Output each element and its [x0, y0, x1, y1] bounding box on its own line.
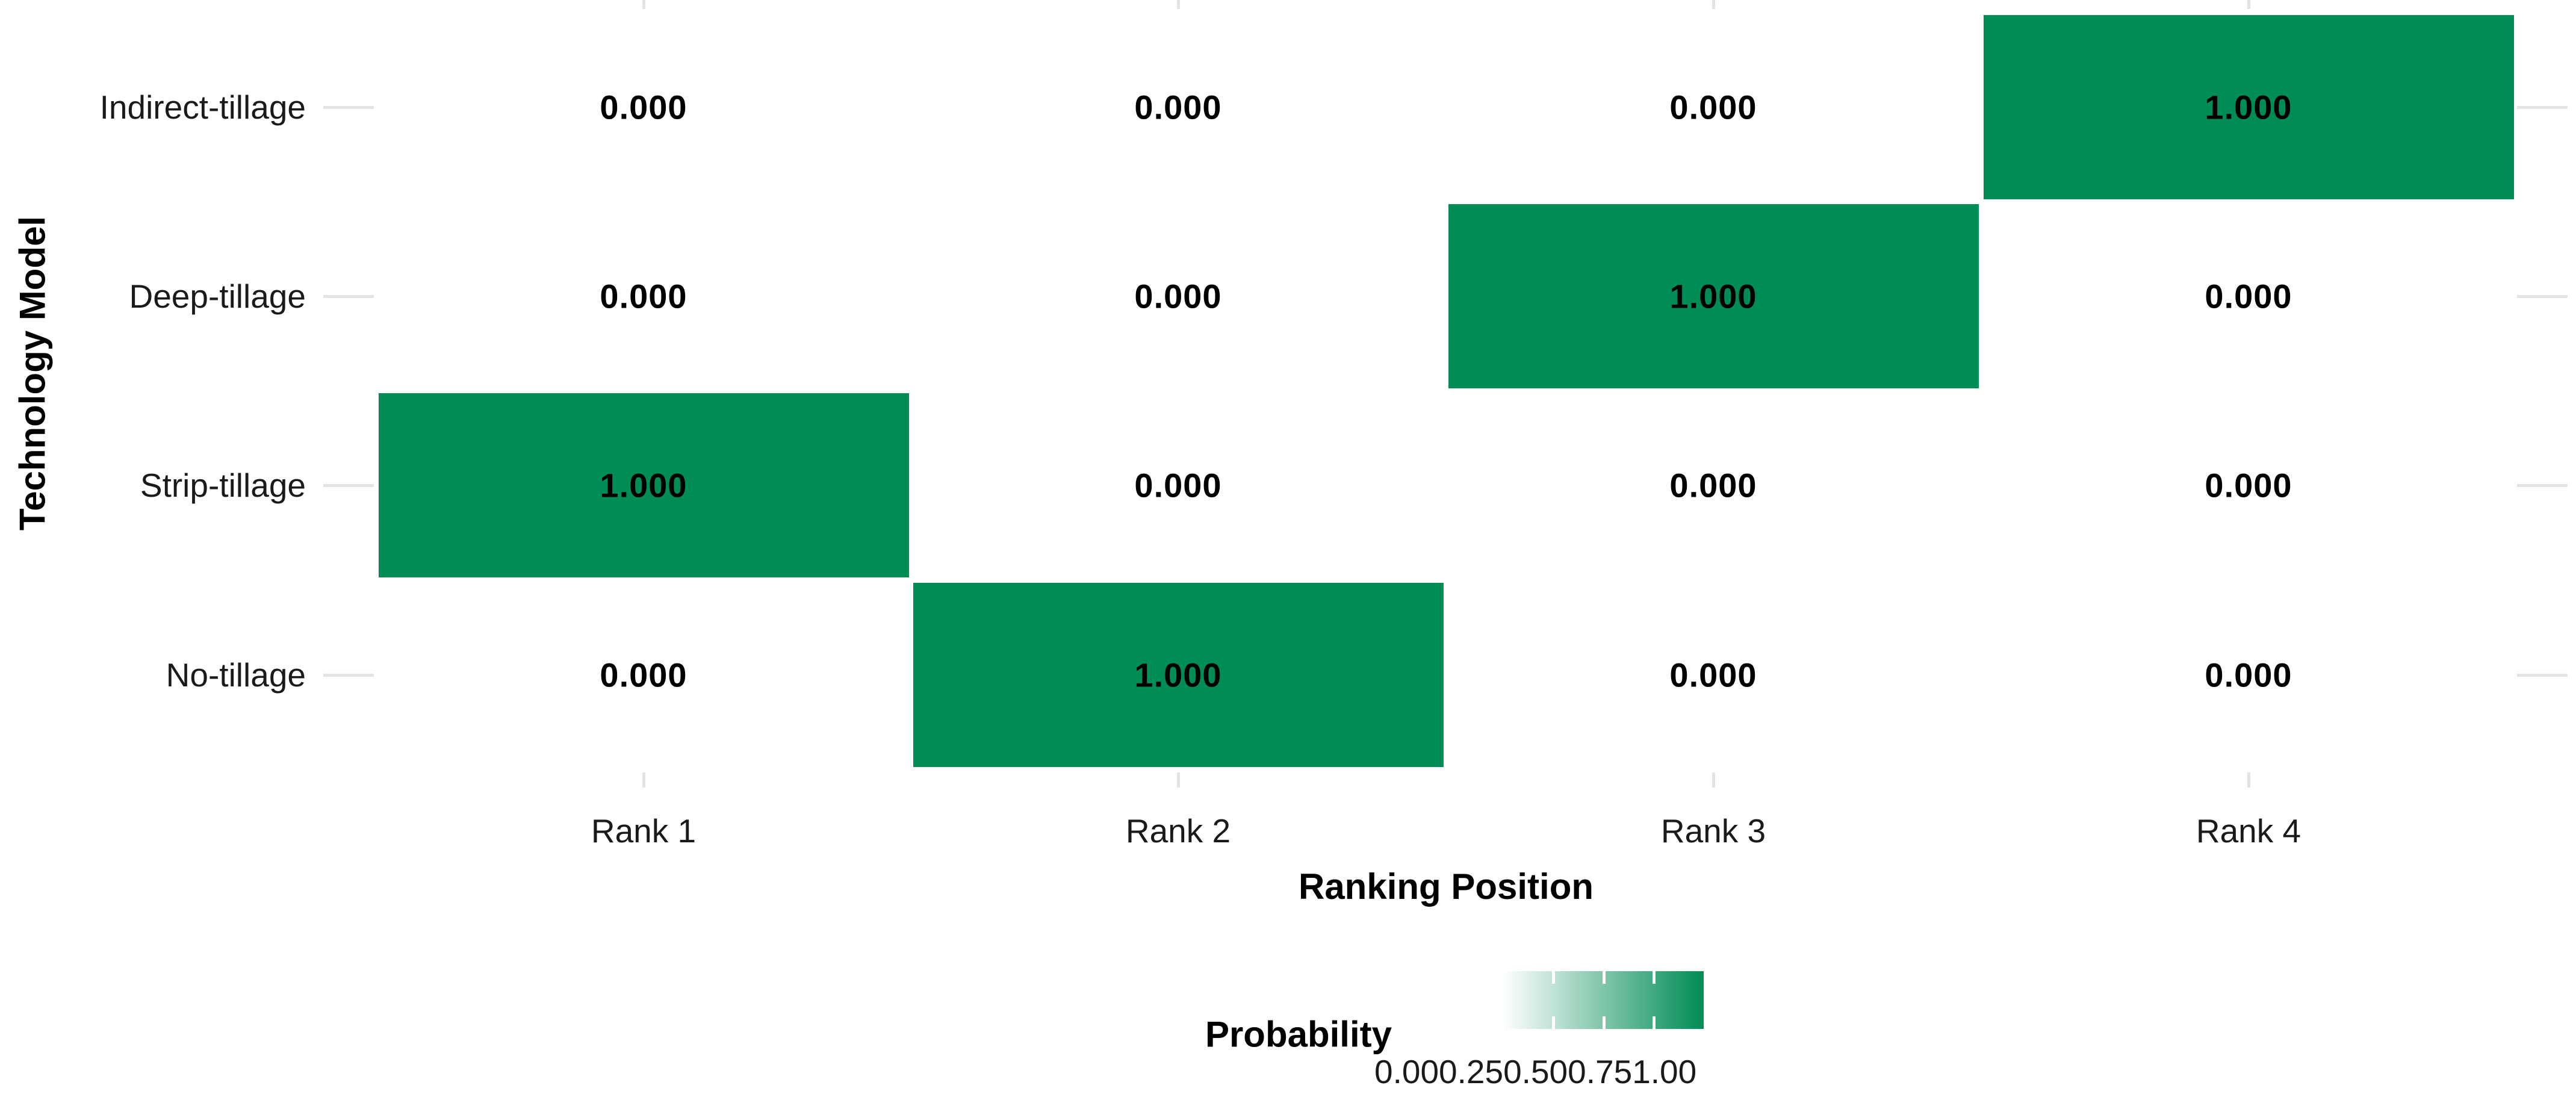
heatmap-cell	[1983, 393, 2514, 577]
legend-tick-label: 0.50	[1503, 1053, 1568, 1090]
heatmap-cell	[1448, 204, 1979, 388]
legend-bar-tick	[1602, 1016, 1606, 1029]
y-axis-tick-left	[323, 483, 374, 487]
heatmap-cell	[913, 583, 1444, 767]
legend-bar-tick	[1652, 1016, 1656, 1029]
legend-bar-tick	[1652, 971, 1656, 984]
cell-value: 0.000	[600, 88, 687, 126]
heatmap-cell	[913, 15, 1444, 199]
cell-value: 0.000	[1669, 88, 1757, 126]
legend-title: Probability	[1205, 1014, 1392, 1055]
cell-value: 0.000	[1669, 466, 1757, 505]
cell-value: 0.000	[2205, 277, 2292, 315]
legend-tick-labels: 0.00 0.25 0.50 0.75 1.00	[1374, 1052, 1696, 1091]
x-axis-tick-top	[642, 0, 645, 9]
cell-value: 0.000	[1134, 277, 1222, 315]
legend-gradient-bar	[1503, 971, 1704, 1029]
legend-tick-label: 0.25	[1439, 1053, 1504, 1090]
y-axis-tick-left	[323, 294, 374, 298]
x-axis-label: Rank 1	[591, 812, 697, 850]
legend-tick-label: 0.00	[1374, 1053, 1439, 1090]
legend-tick-label: 0.75	[1568, 1053, 1633, 1090]
y-axis-label: Indirect-tillage	[99, 89, 306, 126]
heatmap-cell	[1448, 15, 1979, 199]
heatmap-cell	[1448, 393, 1979, 577]
heatmap-cell	[378, 15, 909, 199]
y-axis-label: No-tillage	[166, 656, 306, 694]
heatmap-cell	[913, 393, 1444, 577]
cell-value: 0.000	[600, 277, 687, 315]
cell-value: 1.000	[2205, 88, 2292, 126]
heatmap-cell	[1983, 15, 2514, 199]
heatmap-cell	[1983, 583, 2514, 767]
cell-value: 0.000	[2205, 656, 2292, 694]
cell-value: 0.000	[1669, 656, 1757, 694]
y-axis-tick-left	[323, 105, 374, 109]
x-axis-label: Rank 3	[1660, 812, 1766, 850]
x-axis-tick-top	[1176, 0, 1180, 9]
cell-value: 0.000	[2205, 466, 2292, 505]
y-axis-tick-right	[2517, 483, 2568, 487]
y-axis-tick-right	[2517, 673, 2568, 677]
y-axis-tick-right	[2517, 294, 2568, 298]
cell-value: 1.000	[1134, 656, 1222, 694]
heatmap-cell	[1983, 204, 2514, 388]
cell-value: 0.000	[1134, 88, 1222, 126]
cell-value: 1.000	[600, 466, 687, 505]
x-axis-tick-bottom	[1712, 772, 1715, 788]
y-axis-title: Technology Model	[12, 216, 53, 531]
y-axis-label: Deep-tillage	[129, 278, 306, 315]
x-axis-label: Rank 2	[1125, 812, 1231, 850]
heatmap-cell	[913, 204, 1444, 388]
heatmap-cell	[378, 393, 909, 577]
x-axis-tick-bottom	[642, 772, 645, 788]
x-axis-tick-bottom	[1176, 772, 1180, 788]
x-axis-tick-top	[2247, 0, 2250, 9]
x-axis-label: Rank 4	[2196, 812, 2301, 850]
legend-tick-label: 1.00	[1632, 1053, 1697, 1090]
heatmap-cell	[1448, 583, 1979, 767]
x-axis-tick-top	[1712, 0, 1715, 9]
y-axis-tick-left	[323, 673, 374, 677]
heatmap-cell	[378, 583, 909, 767]
heatmap-cell	[378, 204, 909, 388]
cell-value: 0.000	[600, 656, 687, 694]
y-axis-tick-right	[2517, 105, 2568, 109]
y-axis-label: Strip-tillage	[140, 467, 306, 504]
legend-bar-tick	[1552, 1016, 1556, 1029]
cell-value: 1.000	[1669, 277, 1757, 315]
legend-bar-tick	[1602, 971, 1606, 984]
x-axis-tick-bottom	[2247, 772, 2250, 788]
cell-value: 0.000	[1134, 466, 1222, 505]
legend-bar-tick	[1552, 971, 1556, 984]
x-axis-title: Ranking Position	[1298, 866, 1594, 907]
